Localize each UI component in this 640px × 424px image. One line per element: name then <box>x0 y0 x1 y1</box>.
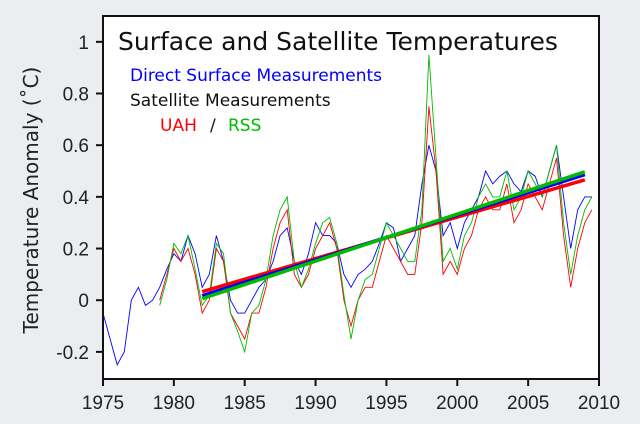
y-tick-label: 0.6 <box>63 136 89 157</box>
y-tick-label: 0.8 <box>63 85 89 106</box>
x-tick-label: 1975 <box>82 393 124 414</box>
y-tick-label: 0 <box>78 291 89 312</box>
chart-title: Surface and Satellite Temperatures <box>118 27 558 56</box>
x-tick-label: 1990 <box>294 393 336 414</box>
series-surface-line <box>103 145 592 366</box>
x-tick-label: 1980 <box>153 393 195 414</box>
y-tick-label: 1 <box>78 33 89 54</box>
x-tick-label: 1985 <box>224 393 266 414</box>
trend-line-rss <box>201 170 586 301</box>
y-tick-label: 0.2 <box>63 240 89 261</box>
y-tick-label: 0.4 <box>63 188 90 209</box>
legend-surface: Direct Surface Measurements <box>130 66 382 86</box>
y-tick-label: -0.2 <box>56 343 89 364</box>
legend-separator: / <box>210 116 216 136</box>
x-tick-label: 2010 <box>578 393 620 414</box>
legend-uah: UAH <box>160 116 197 136</box>
y-axis-label: Temperature Anomaly (˚C) <box>19 67 43 335</box>
x-tick-label: 1995 <box>365 393 407 414</box>
x-tick-label: 2000 <box>436 393 478 414</box>
legend-satellite-header: Satellite Measurements <box>130 91 331 111</box>
x-tick-label: 2005 <box>507 393 549 414</box>
legend-rss: RSS <box>228 116 261 136</box>
